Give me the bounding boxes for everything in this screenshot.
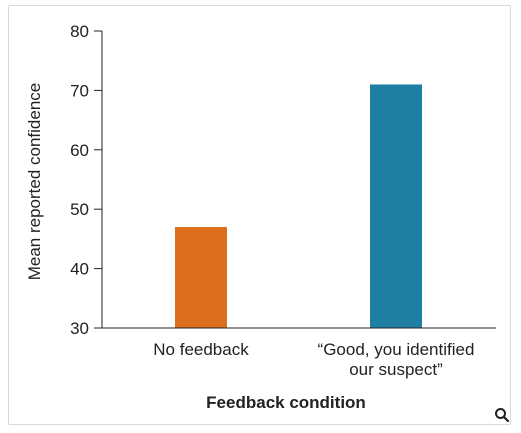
x-tick-label-line: “Good, you identified (318, 340, 475, 359)
y-tick-label: 60 (70, 141, 89, 160)
bar-2 (370, 84, 422, 329)
x-tick-label: No feedback (153, 340, 249, 359)
y-tick-label: 70 (70, 81, 89, 100)
magnifier-icon[interactable] (494, 407, 510, 423)
figure-frame (8, 5, 511, 425)
bar-1 (175, 227, 227, 328)
y-tick-label: 30 (70, 319, 89, 338)
y-axis-title: Mean reported confidence (25, 83, 44, 281)
y-tick-label: 80 (70, 22, 89, 41)
x-axis-title: Feedback condition (206, 393, 366, 412)
y-axis-ticks: 30 40 50 60 70 80 (70, 22, 102, 338)
x-tick-label-line: our suspect” (349, 360, 443, 379)
y-tick-label: 50 (70, 200, 89, 219)
x-tick-label: “Good, you identified our suspect” (318, 340, 475, 379)
y-tick-label: 40 (70, 260, 89, 279)
bars (175, 84, 422, 329)
x-tick-label-line: No feedback (153, 340, 249, 359)
x-axis-tick-labels: No feedback “Good, you identified our susp… (153, 340, 474, 379)
